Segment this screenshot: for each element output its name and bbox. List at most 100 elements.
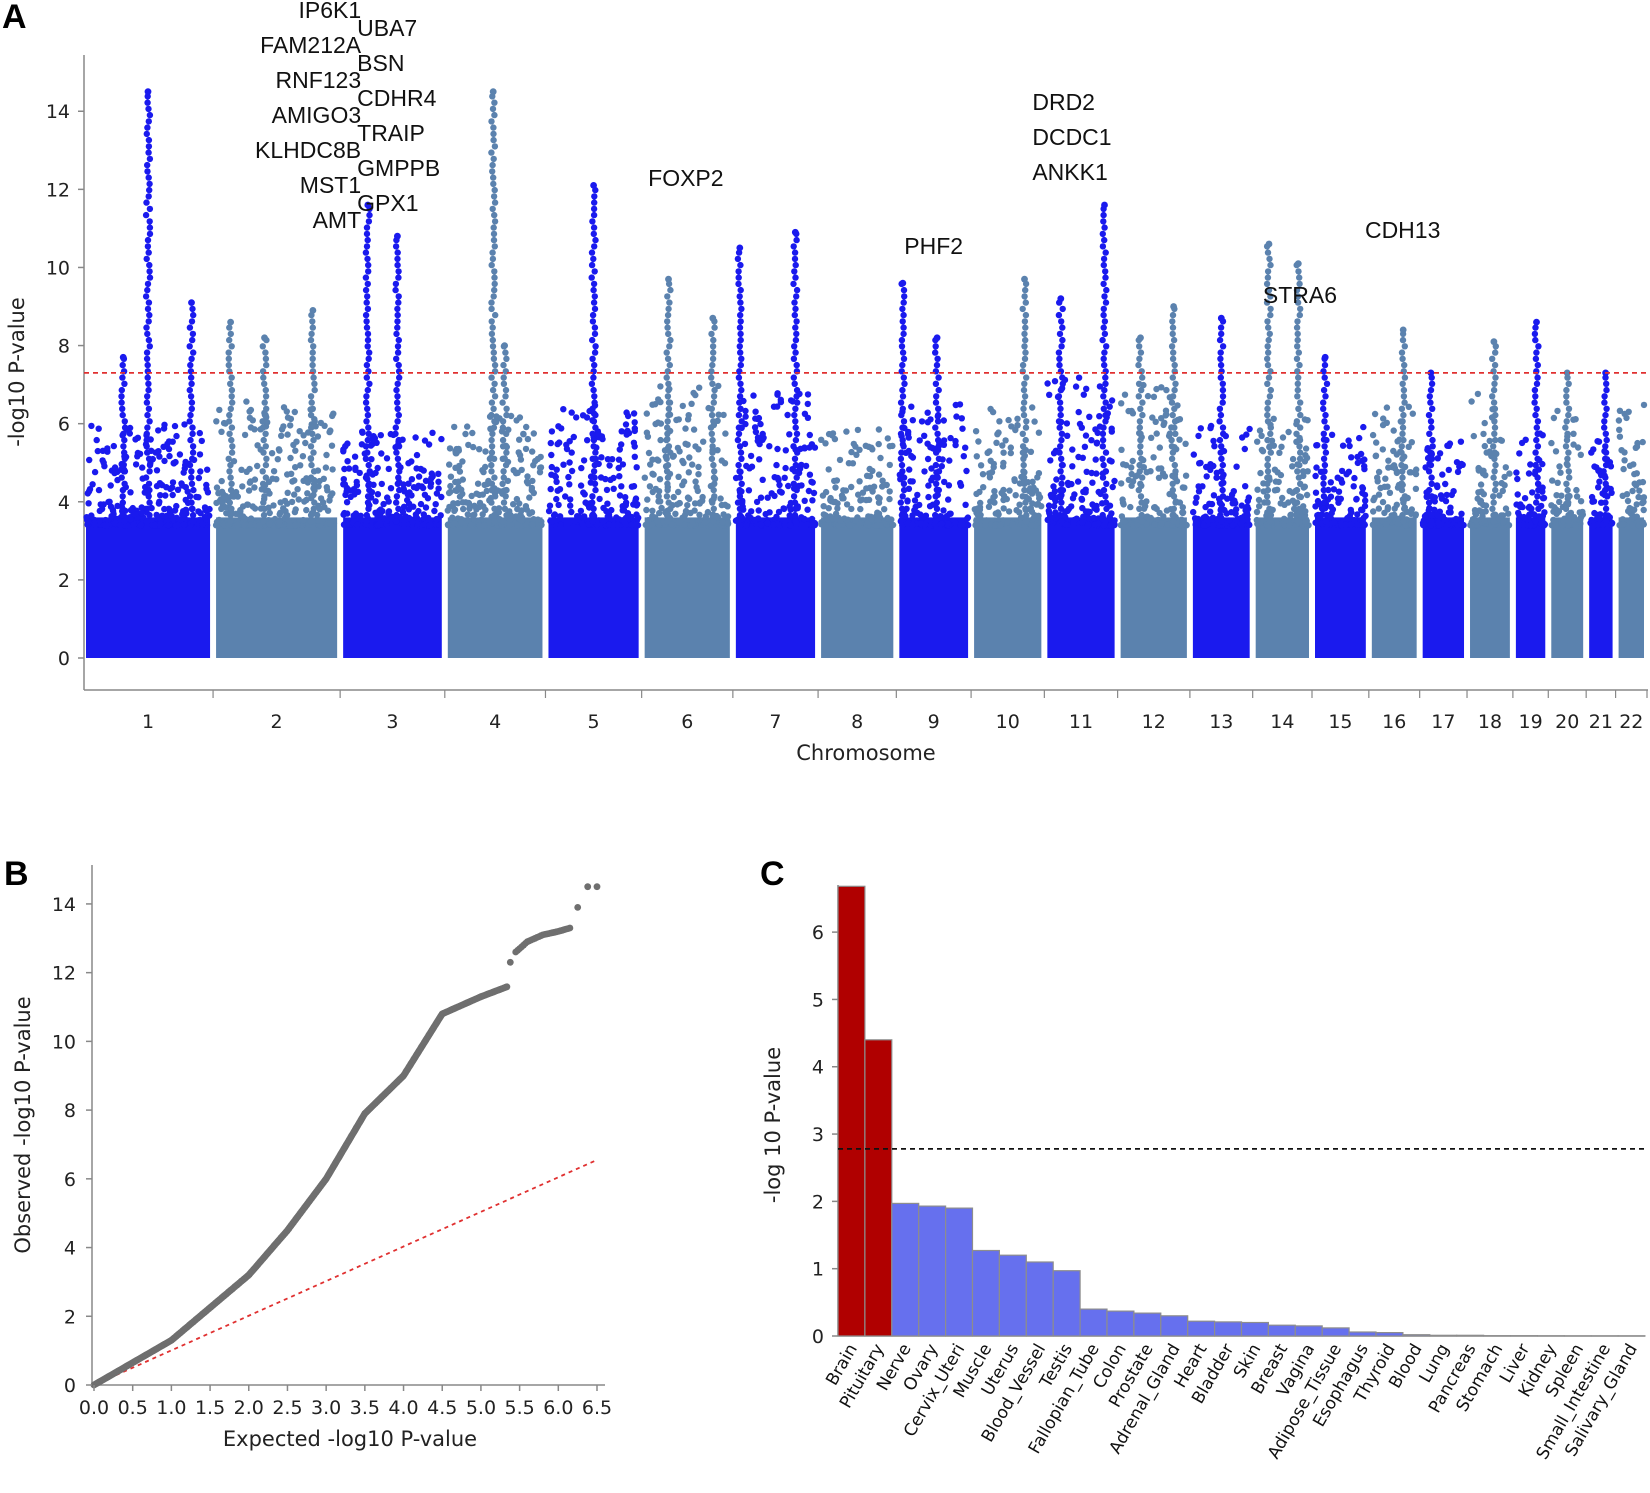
snp-point <box>790 280 797 288</box>
snp-point <box>591 293 598 300</box>
snp-point <box>932 461 940 469</box>
snp-point <box>1265 286 1273 294</box>
chromosome-label: 6 <box>681 711 693 733</box>
snp-point <box>262 461 270 469</box>
snp-point <box>186 343 193 350</box>
snp-point <box>1108 425 1115 432</box>
snp-point <box>590 386 597 394</box>
snp-point <box>1086 413 1093 420</box>
snp-point <box>1101 330 1109 338</box>
snp-point <box>1602 505 1610 512</box>
snp-point <box>1121 391 1129 398</box>
snp-point <box>1570 416 1577 423</box>
snp-point <box>394 399 401 406</box>
snp-point <box>1100 255 1108 263</box>
snp-point <box>736 324 744 331</box>
snp-point <box>622 421 630 428</box>
snp-point <box>775 508 783 516</box>
snp-point <box>1565 411 1572 419</box>
snp-point <box>1264 249 1272 256</box>
snp-point <box>1406 469 1414 476</box>
snp-point <box>985 503 993 510</box>
snp-point <box>247 478 254 485</box>
snp-point <box>488 318 495 325</box>
snp-point <box>710 505 717 512</box>
snp-point <box>1297 480 1304 487</box>
snp-point <box>1535 486 1542 494</box>
snp-point <box>1629 521 1636 529</box>
snp-point <box>311 386 318 394</box>
snp-point <box>262 474 270 481</box>
snp-point <box>237 506 244 514</box>
snp-point <box>274 456 281 463</box>
snp-point <box>909 521 917 529</box>
snp-point <box>1370 496 1377 504</box>
snp-point <box>857 497 864 504</box>
snp-point <box>394 305 401 313</box>
snp-point <box>1293 499 1301 506</box>
snp-point <box>589 405 596 412</box>
snp-point <box>900 311 907 319</box>
snp-point <box>932 343 939 350</box>
snp-point <box>394 343 402 350</box>
snp-point <box>1136 449 1144 456</box>
snp-point <box>735 424 743 431</box>
snp-point <box>607 476 614 483</box>
snp-point <box>1400 386 1408 394</box>
snp-point <box>735 411 743 419</box>
snp-point <box>1263 280 1271 288</box>
snp-point <box>1505 522 1513 529</box>
snp-point <box>1053 476 1060 483</box>
snp-point <box>395 436 402 444</box>
snp-point <box>960 453 967 460</box>
snp-point <box>937 513 944 520</box>
snp-point <box>1171 418 1179 425</box>
snp-point <box>456 462 463 470</box>
snp-point <box>489 168 496 175</box>
snp-point <box>865 443 872 450</box>
snp-point <box>1019 361 1027 369</box>
snp-point <box>1294 293 1302 300</box>
snp-point <box>130 521 137 529</box>
snp-point <box>548 451 555 459</box>
snp-point <box>701 519 709 526</box>
snp-point <box>1101 361 1108 369</box>
snp-point <box>394 380 401 387</box>
snp-point <box>932 380 940 387</box>
snp-point <box>1139 399 1146 406</box>
snp-point <box>225 455 232 462</box>
snp-point <box>278 426 286 433</box>
snp-point <box>1056 493 1064 500</box>
snp-point <box>1136 468 1144 475</box>
chromosome-15-points <box>1312 353 1369 658</box>
snp-point <box>371 435 379 442</box>
snp-point <box>1496 492 1503 499</box>
snp-point <box>1217 349 1224 356</box>
snp-point <box>444 507 451 514</box>
snp-point <box>925 482 932 489</box>
snp-point <box>1628 515 1636 522</box>
snp-point <box>899 468 906 475</box>
snp-point <box>143 518 151 525</box>
snp-point <box>1590 446 1597 453</box>
snp-point <box>1029 404 1036 411</box>
snp-point <box>1296 455 1304 462</box>
snp-point <box>364 436 371 444</box>
snp-point <box>197 468 204 475</box>
snp-point <box>791 249 799 256</box>
chromosome-label: 4 <box>489 711 501 733</box>
chromosome-13-band <box>1192 517 1250 658</box>
chromosome-21-points <box>1587 369 1616 658</box>
chromosome-18-points <box>1467 338 1513 658</box>
chromosome-label: 19 <box>1518 711 1542 733</box>
snp-point <box>787 506 794 513</box>
snp-point <box>791 455 799 462</box>
snp-point <box>748 463 756 470</box>
snp-point <box>394 393 401 400</box>
snp-point <box>395 268 402 275</box>
snp-point <box>1320 505 1327 512</box>
snp-point <box>897 430 905 437</box>
snp-point <box>1102 499 1110 506</box>
snp-point <box>1601 399 1608 406</box>
snp-point <box>977 462 985 469</box>
